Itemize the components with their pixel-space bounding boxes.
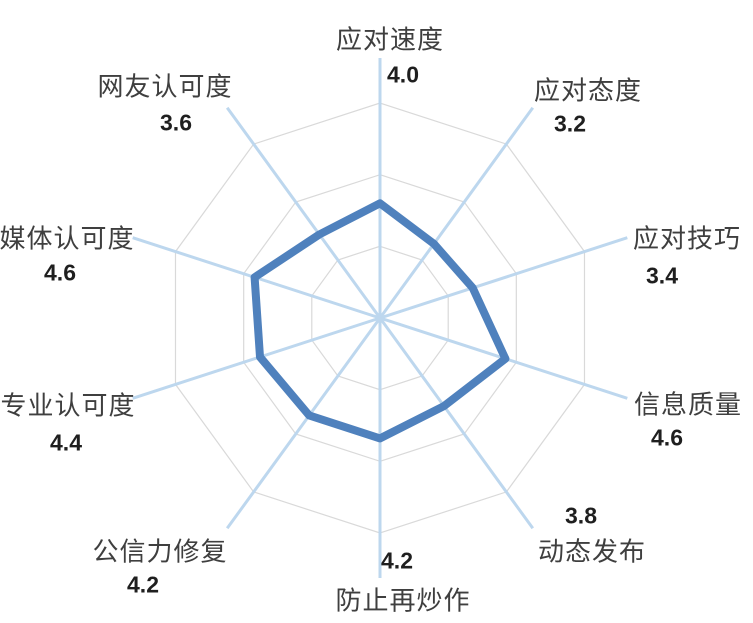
category-label: 公信力修复 — [92, 537, 228, 567]
data-series-polygon — [250, 199, 510, 443]
category-label: 动态发布 — [537, 537, 647, 567]
axis-line — [379, 236, 628, 320]
value-label: 4.4 — [50, 429, 82, 456]
value-label: 3.6 — [160, 109, 192, 136]
value-label: 4.0 — [387, 61, 419, 88]
category-label: 应对技巧 — [632, 224, 742, 254]
value-label: 3.8 — [565, 502, 597, 529]
category-label: 专业认可度 — [0, 391, 136, 421]
value-label: 4.6 — [651, 424, 683, 451]
axis-line — [225, 106, 382, 319]
category-label: 应对速度 — [335, 25, 445, 55]
value-label: 4.2 — [127, 571, 159, 598]
axis-line — [378, 106, 535, 319]
axis-line — [225, 317, 382, 530]
axis-line — [378, 317, 535, 530]
value-label: 3.4 — [646, 262, 678, 289]
category-label: 媒体认可度 — [0, 224, 135, 254]
value-label: 4.6 — [44, 259, 76, 286]
category-label: 信息质量 — [633, 390, 743, 420]
value-label: 3.2 — [554, 110, 586, 137]
value-label: 4.2 — [381, 547, 413, 574]
category-label: 防止再炒作 — [335, 586, 471, 616]
category-label: 应对态度 — [533, 76, 643, 106]
category-label: 网友认可度 — [97, 72, 233, 102]
